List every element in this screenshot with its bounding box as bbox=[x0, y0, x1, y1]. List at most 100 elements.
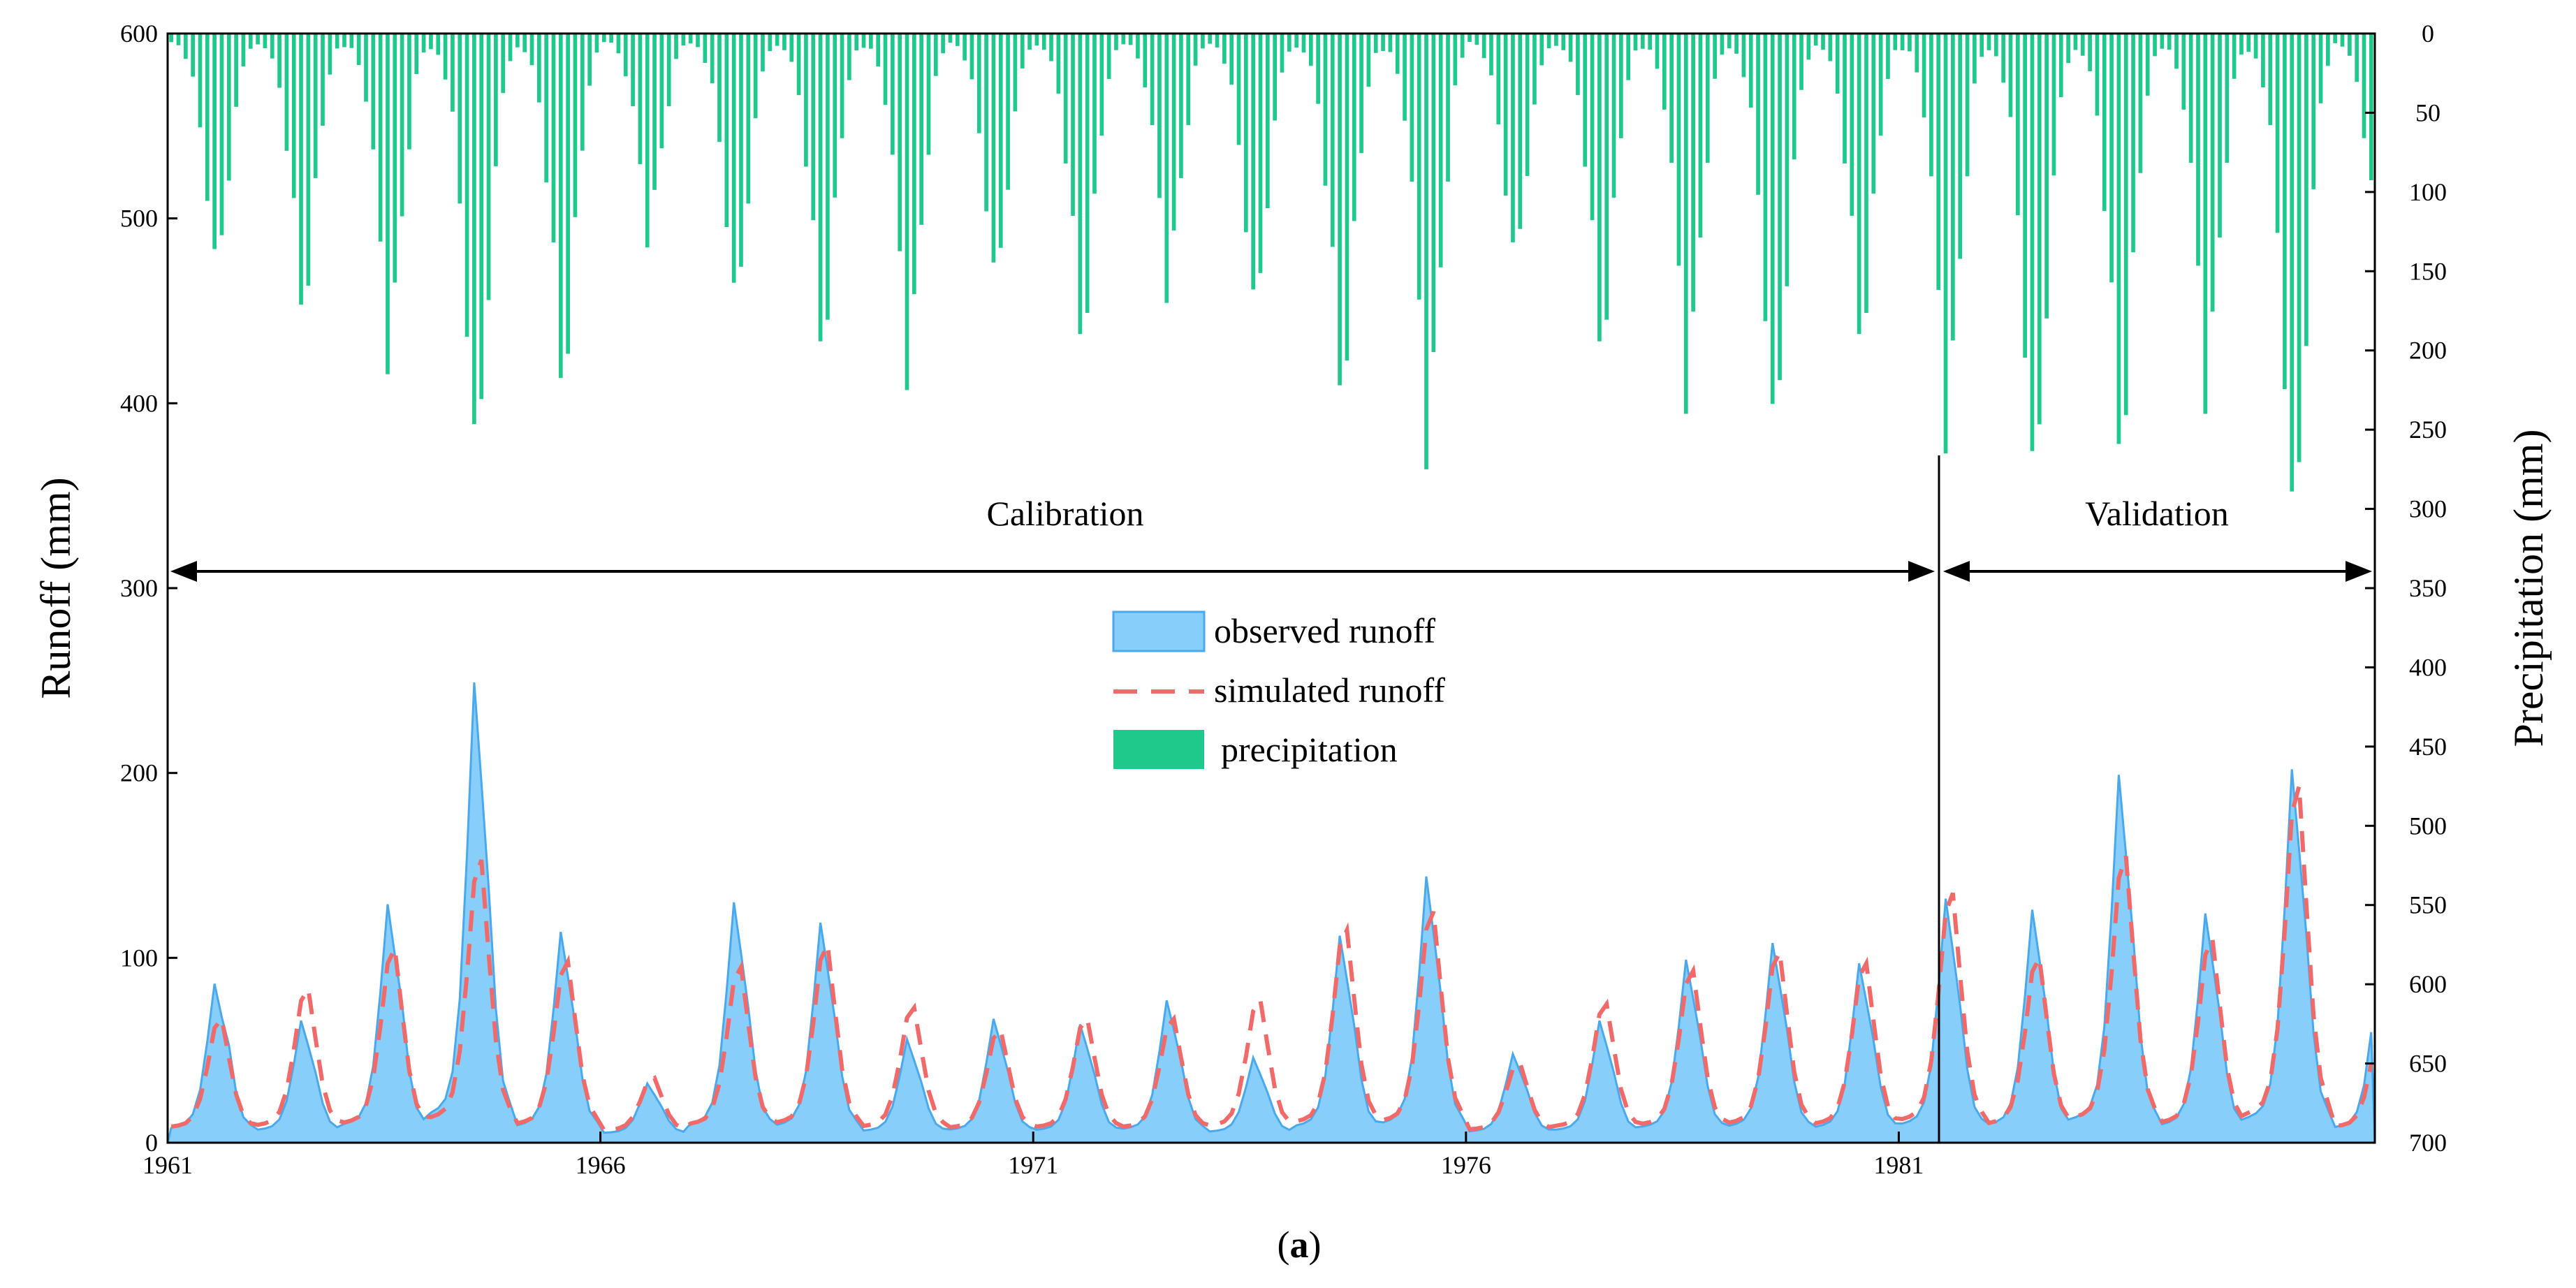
precipitation-bar bbox=[2123, 34, 2128, 416]
precipitation-bar bbox=[2116, 34, 2121, 444]
precipitation-bar bbox=[1683, 34, 1688, 414]
precipitation-bar bbox=[1099, 34, 1104, 136]
precipitation-bar bbox=[1778, 34, 1782, 381]
precipitation-bar bbox=[1468, 34, 1472, 42]
precipitation-bar bbox=[587, 34, 592, 86]
precipitation-bar bbox=[998, 34, 1003, 248]
precipitation-bar bbox=[1994, 34, 1998, 57]
precipitation-bar bbox=[321, 34, 325, 126]
validation-label: Validation bbox=[2085, 494, 2229, 533]
precipitation-bar bbox=[2239, 34, 2244, 55]
precipitation-bar bbox=[638, 34, 643, 164]
precipitation-bar bbox=[1741, 34, 1746, 78]
precipitation-bar bbox=[1835, 34, 1840, 94]
precipitation-bar bbox=[1597, 34, 1602, 342]
precipitation-bar bbox=[1481, 34, 1486, 59]
right-tick-label: 300 bbox=[2409, 495, 2447, 523]
precipitation-bar bbox=[2290, 34, 2295, 492]
precipitation-bar bbox=[248, 34, 253, 49]
precipitation-bar bbox=[1857, 34, 1861, 335]
precipitation-bar bbox=[1669, 34, 1674, 163]
precipitation-bar bbox=[1265, 34, 1270, 208]
precipitation-bar bbox=[1576, 34, 1580, 96]
precipitation-bar bbox=[2268, 34, 2273, 126]
precipitation-bar bbox=[1828, 34, 1833, 61]
precipitation-bar bbox=[2275, 34, 2280, 233]
precipitation-bar bbox=[1640, 34, 1645, 49]
precipitation-bar bbox=[804, 34, 808, 167]
precipitation-bar bbox=[912, 34, 916, 295]
precipitation-bar bbox=[1662, 34, 1667, 110]
x-tick-label: 1976 bbox=[1441, 1151, 1491, 1179]
precipitation-bar bbox=[1280, 34, 1285, 73]
precipitation-bars bbox=[169, 34, 2373, 492]
precipitation-bar bbox=[486, 34, 491, 300]
precipitation-bar bbox=[1785, 34, 1790, 286]
precipitation-bar bbox=[313, 34, 318, 178]
precipitation-bar bbox=[1908, 34, 1912, 52]
precipitation-bar bbox=[2232, 34, 2237, 79]
precipitation-bar bbox=[1518, 34, 1523, 229]
precipitation-bar bbox=[1063, 34, 1068, 164]
precipitation-bar bbox=[1648, 34, 1652, 50]
precipitation-bar bbox=[1345, 34, 1349, 361]
left-tick-label: 100 bbox=[120, 944, 158, 972]
precipitation-bar bbox=[1085, 34, 1090, 313]
precipitation-bar bbox=[963, 34, 967, 61]
precipitation-bar bbox=[1143, 34, 1148, 88]
precipitation-bar bbox=[1568, 34, 1573, 62]
precipitation-bar bbox=[284, 34, 289, 151]
precipitation-bar bbox=[494, 34, 498, 167]
precipitation-bar bbox=[386, 34, 390, 374]
precipitation-bar bbox=[1056, 34, 1061, 94]
precipitation-bar bbox=[1106, 34, 1111, 80]
precipitation-bar bbox=[941, 34, 945, 54]
precipitation-bar bbox=[2196, 34, 2200, 266]
precipitation-bar bbox=[1071, 34, 1075, 216]
precipitation-bar bbox=[826, 34, 830, 320]
precipitation-bar bbox=[2051, 34, 2056, 176]
precipitation-bar bbox=[356, 34, 361, 66]
precipitation-bar bbox=[1489, 34, 1493, 75]
precipitation-bar bbox=[1525, 34, 1530, 176]
right-axis-title: Precipitation (mm) bbox=[2505, 430, 2552, 747]
precipitation-bar bbox=[2203, 34, 2208, 414]
precipitation-bar bbox=[421, 34, 426, 53]
precipitation-bar bbox=[291, 34, 296, 198]
precipitation-bar bbox=[1864, 34, 1868, 313]
precipitation-bar bbox=[1561, 34, 1566, 50]
precipitation-bar bbox=[1792, 34, 1796, 160]
precipitation-bar bbox=[681, 34, 686, 45]
precipitation-bar bbox=[601, 34, 606, 43]
precipitation-bar bbox=[1763, 34, 1768, 321]
precipitation-bar bbox=[955, 34, 960, 46]
precipitation-bar bbox=[2044, 34, 2049, 319]
precipitation-bar bbox=[1092, 34, 1097, 194]
precipitation-bar bbox=[1027, 34, 1032, 50]
left-tick-label: 600 bbox=[120, 20, 158, 47]
precipitation-bar bbox=[2311, 34, 2316, 189]
precipitation-bar bbox=[226, 34, 231, 181]
precipitation-bar bbox=[1979, 34, 1984, 57]
precipitation-bar bbox=[2153, 34, 2157, 57]
precipitation-bar bbox=[2102, 34, 2107, 212]
precipitation-bar bbox=[1915, 34, 1919, 73]
precipitation-bar bbox=[414, 34, 419, 75]
precipitation-bar bbox=[811, 34, 816, 221]
precipitation-bar bbox=[536, 34, 541, 103]
precipitation-bar bbox=[573, 34, 578, 217]
precipitation-bar bbox=[1922, 34, 1926, 118]
precipitation-bar bbox=[2174, 34, 2179, 69]
right-tick-label: 500 bbox=[2409, 812, 2447, 840]
precipitation-bar bbox=[2037, 34, 2042, 425]
precipitation-bar bbox=[479, 34, 484, 400]
precipitation-bar bbox=[464, 34, 469, 337]
precipitation-bar bbox=[948, 34, 953, 43]
left-axis-title: Runoff (mm) bbox=[33, 477, 79, 698]
precipitation-bar bbox=[2138, 34, 2143, 173]
precipitation-bar bbox=[976, 34, 981, 133]
precipitation-bar bbox=[1308, 34, 1313, 66]
validation-arrow-right-head bbox=[2346, 561, 2372, 582]
precipitation-bar bbox=[1453, 34, 1458, 86]
precipitation-bar bbox=[869, 34, 873, 49]
